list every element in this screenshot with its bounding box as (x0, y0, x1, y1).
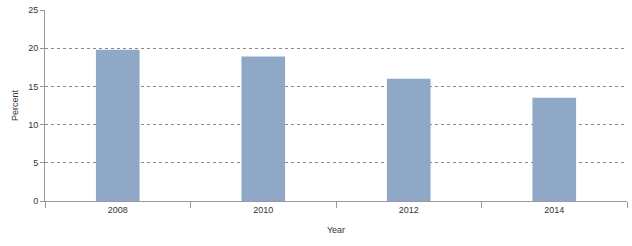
svg-text:Year: Year (327, 225, 345, 235)
svg-text:10: 10 (28, 120, 38, 130)
svg-text:Percent: Percent (10, 89, 20, 121)
svg-text:20: 20 (28, 43, 38, 53)
svg-text:25: 25 (28, 5, 38, 15)
svg-text:15: 15 (28, 82, 38, 92)
svg-text:2010: 2010 (253, 205, 273, 215)
svg-text:2008: 2008 (108, 205, 128, 215)
svg-text:2014: 2014 (544, 205, 564, 215)
svg-text:0: 0 (33, 196, 38, 206)
svg-text:2012: 2012 (399, 205, 419, 215)
svg-text:5: 5 (33, 158, 38, 168)
